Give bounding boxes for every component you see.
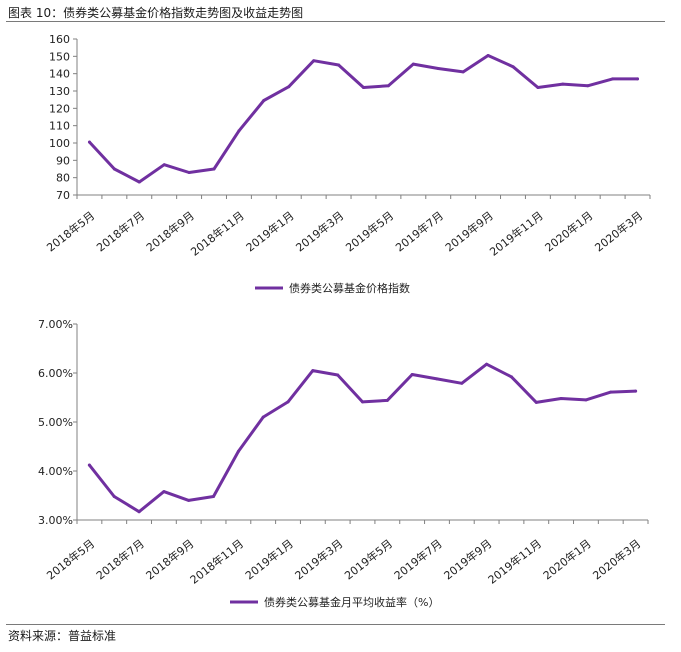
data-point [486, 54, 490, 57]
data-point [261, 415, 265, 419]
top-divider [6, 21, 665, 22]
data-point [436, 67, 440, 70]
y-tick-label: 90 [56, 154, 70, 167]
y-tick-label: 70 [56, 189, 70, 202]
price-index-chart: 70 80 90 100 110 120 130 140 150 160 2018年5月2018年7… [44, 33, 651, 295]
x-tick-label: 2018年5月 [44, 536, 98, 582]
y-tick-label: 150 [49, 50, 70, 63]
x-tick-label: 2019年1月 [242, 536, 296, 582]
data-point [87, 463, 91, 467]
data-point [112, 167, 116, 171]
data-point [337, 63, 341, 67]
data-point [112, 495, 116, 498]
data-point [187, 171, 191, 174]
y-tick-label: 80 [56, 172, 70, 185]
data-point [237, 129, 241, 133]
data-point [435, 377, 439, 381]
x-tick-label: 2020年3月 [590, 536, 644, 582]
x-tick-label: 2018年7月 [93, 536, 147, 582]
y-tick-label: 3.00% [38, 514, 73, 527]
data-point [386, 84, 390, 88]
x-tick-label: 2019年5月 [342, 536, 396, 582]
data-point [611, 77, 615, 81]
data-point [187, 498, 191, 502]
data-point [212, 167, 216, 171]
x-tick-label: 2018年11月 [188, 208, 247, 258]
data-point [362, 86, 365, 89]
y-tick-label: 6.00% [38, 367, 73, 380]
data-point [510, 375, 513, 379]
data-point [410, 373, 414, 376]
x-tick-label: 2019年3月 [292, 536, 346, 582]
x-tick-label: 2018年5月 [44, 208, 98, 254]
data-point [286, 400, 290, 404]
x-tick-label: 2018年11月 [187, 536, 246, 586]
data-point [536, 86, 540, 89]
data-point [460, 381, 464, 385]
y-tick-label: 140 [49, 68, 70, 81]
data-point [336, 373, 340, 377]
data-point [561, 82, 565, 86]
data-point [584, 398, 588, 402]
bottom-divider [6, 624, 665, 625]
y-tick-label: 130 [49, 85, 70, 98]
figure-title: 图表 10：债券类公募基金价格指数走势图及收益走势图 [8, 6, 304, 20]
data-point [162, 163, 166, 167]
x-tick-label: 2020年1月 [542, 208, 596, 254]
x-tick-label: 2019年3月 [293, 208, 347, 254]
data-point [385, 398, 389, 402]
x-tick-label: 2019年11月 [487, 208, 546, 258]
x-tick-label: 2018年7月 [94, 208, 148, 254]
data-point [511, 65, 515, 69]
x-tick-label: 2019年1月 [243, 208, 297, 254]
x-tick-label: 2019年7月 [391, 536, 445, 582]
data-point [262, 99, 266, 102]
y-tick-label: 160 [49, 33, 70, 46]
y-tick-label: 7.00% [38, 318, 73, 331]
legend-label: 债券类公募基金月平均收益率（%） [264, 595, 439, 609]
data-point [311, 369, 315, 373]
data-point [636, 77, 639, 81]
y-tick-label: 120 [49, 102, 70, 115]
data-point [586, 84, 590, 88]
data-point [236, 449, 240, 453]
data-point [559, 397, 563, 400]
data-point [634, 389, 638, 393]
data-point [411, 62, 415, 66]
x-tick-label: 2019年7月 [393, 208, 447, 254]
data-point [312, 59, 316, 63]
data-point [212, 495, 215, 498]
x-tick-label: 2019年11月 [485, 536, 544, 586]
y-tick-label: 4.00% [38, 465, 73, 478]
x-tick-label: 2020年3月 [592, 208, 646, 254]
data-point [162, 490, 166, 494]
y-tick-label: 100 [49, 137, 70, 150]
data-point [461, 70, 465, 74]
x-tick-label: 2019年5月 [343, 208, 397, 254]
y-tick-label: 5.00% [38, 416, 73, 429]
data-point [137, 510, 141, 514]
data-point [485, 362, 489, 366]
source-note: 资料来源：普益标准 [8, 629, 117, 643]
data-point [361, 400, 364, 404]
data-point [609, 390, 613, 394]
series-line [87, 362, 638, 514]
data-point [88, 140, 91, 144]
x-tick-label: 2020年1月 [540, 536, 594, 582]
data-point [287, 85, 291, 89]
legend-label: 债券类公募基金价格指数 [289, 281, 410, 295]
data-point [137, 180, 141, 184]
series-line [88, 54, 639, 184]
data-point [534, 400, 538, 404]
y-tick-label: 110 [49, 120, 70, 133]
